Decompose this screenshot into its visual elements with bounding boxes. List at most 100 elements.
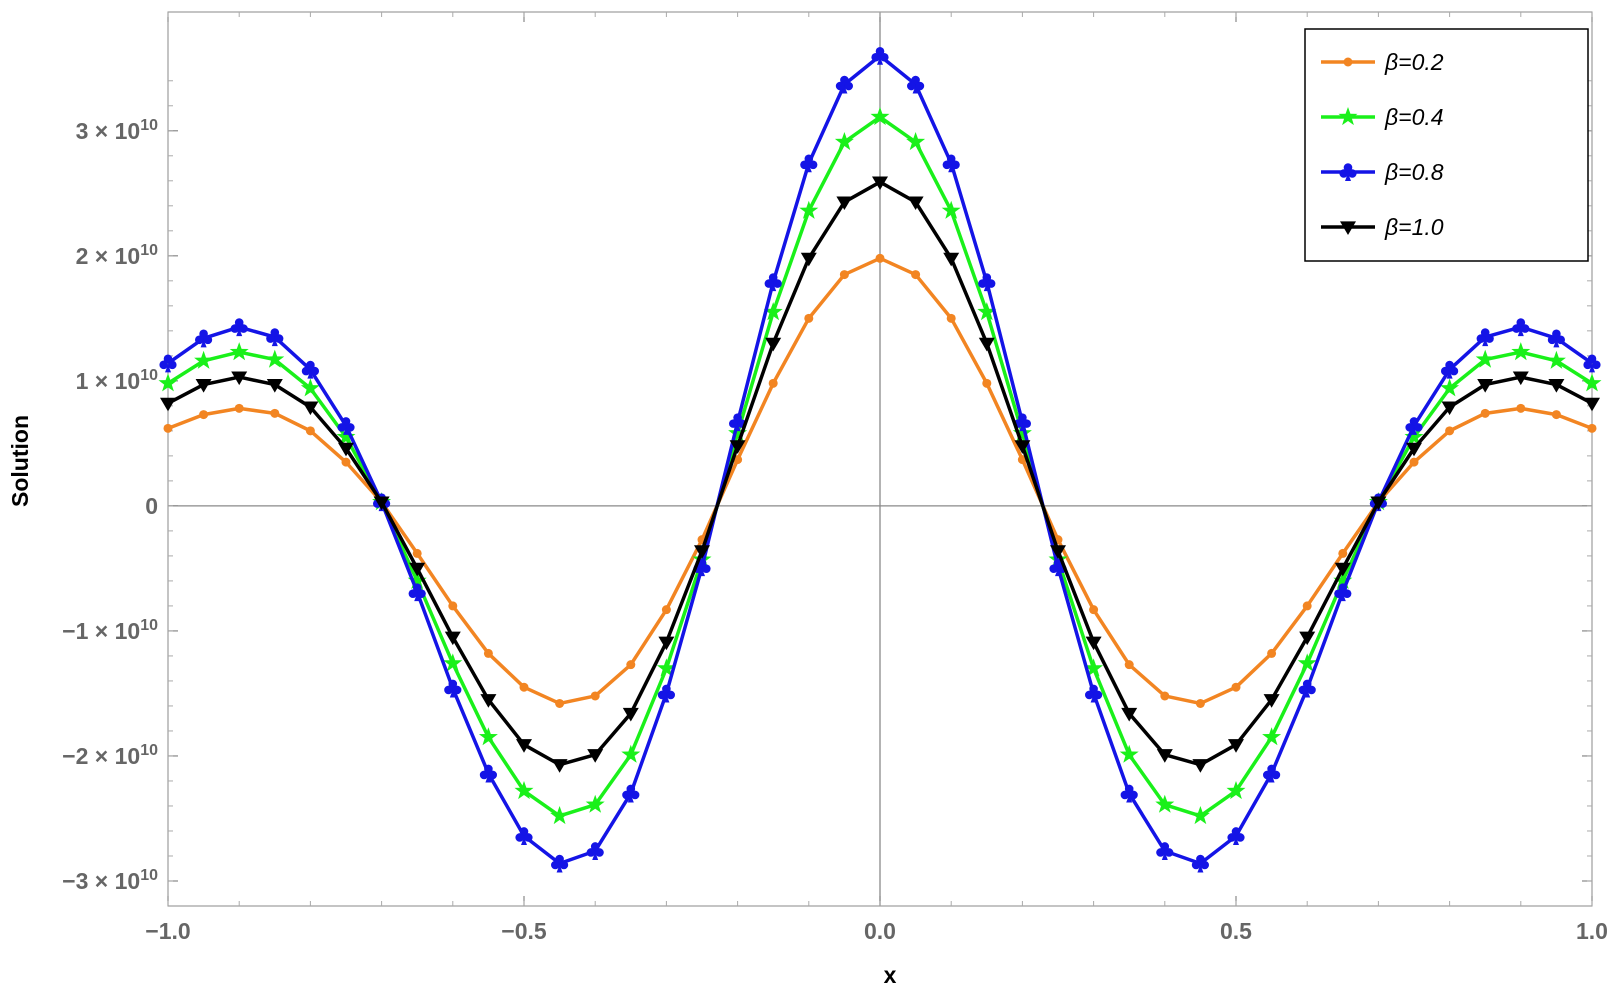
series-point-stem [1446,370,1453,379]
series-point [231,371,248,386]
series-point-lobe [1156,848,1165,857]
series-point-stem [1197,864,1204,873]
series-point-lobe [408,589,418,598]
series-point [301,360,320,379]
series-point [1049,558,1067,577]
series-point-lobe [230,324,240,333]
series-point [1263,694,1280,708]
series-point [834,132,854,151]
series-point [943,252,960,267]
x-tick-label: 0.5 [1220,918,1252,944]
series-point-lobe [239,324,248,333]
series-point [1012,423,1032,442]
series-point-lobe [911,75,920,85]
series-point [1512,318,1530,337]
series-point-stem [1589,364,1595,373]
series-point [1548,379,1565,393]
series-4 [160,176,1600,773]
series-point-lobe [1441,366,1450,376]
y-tick-label: −3 × 1010 [62,867,158,894]
series-point [1156,749,1173,763]
series-point [1160,691,1170,701]
series-point [551,759,568,773]
series-point [763,302,783,321]
series-point [1547,329,1565,348]
x-tick-label: −1.0 [145,918,190,944]
legend-item: β=0.2 [1321,49,1444,75]
series-point-lobe [773,279,782,288]
series-point-lobe [768,273,778,282]
series-point-lobe [1485,334,1494,343]
series-point-lobe [524,833,533,842]
series-point-stem [485,774,492,783]
series-point-lobe [1120,790,1130,800]
series-point-stem [805,164,812,173]
series-point [1583,354,1601,373]
series-point-lobe [733,413,742,422]
tick-labels: −1.0 −0.5 0.0 0.5 1.0 −3 × 1010 −2 × 1010 −1 × … [62,117,1608,944]
series-point-stem [1339,593,1346,602]
series-point-lobe [1129,790,1138,800]
legend-swatch-marker [1340,221,1356,235]
series-point [586,842,604,860]
series-point-lobe [702,564,711,573]
series-point [1546,350,1566,369]
x-axis-label: x [884,962,897,988]
series-point [729,440,746,454]
series-point [305,426,315,436]
series-point [622,707,639,722]
series-point [266,328,284,347]
series-point-stem [1482,338,1489,347]
series-point-stem [1090,694,1097,703]
series-point-lobe [337,423,347,432]
series-point [1195,698,1205,708]
series-point-lobe [1022,419,1031,428]
series-point [160,397,176,412]
series-point-stem [1517,328,1524,337]
series-point-lobe [1520,324,1530,333]
series-point-lobe [1302,679,1312,689]
series-point [555,698,565,708]
series-point [765,337,782,352]
series-point-lobe [1512,324,1521,333]
series-point-lobe [1049,564,1058,573]
legend-swatch-marker [1339,163,1357,181]
series-point [658,636,675,651]
series-point [1587,423,1597,433]
series-point [1297,653,1317,672]
series-point [1441,360,1459,379]
series-point-lobe [804,154,814,164]
series-point-lobe [951,160,960,170]
series-point [1085,636,1102,651]
series-point [230,318,248,337]
series-point-lobe [1583,360,1592,370]
series-point [1119,744,1139,763]
series-point-stem [343,426,349,435]
legend-swatch-marker-lobe [1339,169,1348,178]
series-point [1302,601,1312,611]
series-point [906,132,926,151]
legend-label: β=0.8 [1384,159,1444,185]
series-point [1404,427,1424,446]
series-point-lobe [559,860,569,870]
series-point-stem [734,423,741,432]
series-point-lobe [626,784,636,794]
series-point-lobe [875,46,885,56]
series-point [977,302,997,321]
series-point-lobe [168,360,177,370]
legend-label: β=1.0 [1384,214,1444,240]
series-point-stem [414,593,421,602]
series-point [483,648,493,658]
series-point [337,417,355,435]
series-point-lobe [448,679,458,689]
series-3 [159,46,1601,873]
series-point [1121,707,1138,722]
series-point-lobe [1191,860,1201,870]
y-tick-label: 3 × 1010 [76,117,158,144]
series-point [942,154,960,173]
series-point-stem [1553,339,1560,348]
series-point [661,605,671,615]
series-point-lobe [1334,589,1343,598]
series-point-lobe [880,52,889,62]
